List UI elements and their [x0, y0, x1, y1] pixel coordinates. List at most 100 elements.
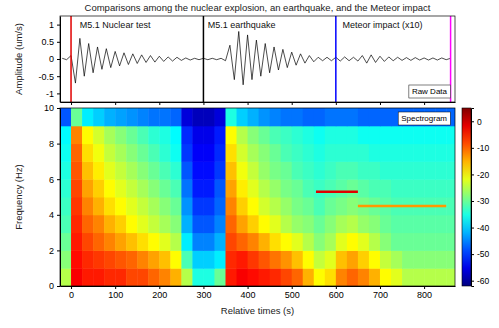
plot-area	[60, 108, 455, 286]
heatmap-cell	[380, 179, 392, 197]
x-tick-label: 800	[417, 290, 432, 300]
heatmap-cell	[203, 197, 215, 215]
heatmap-cell	[424, 268, 436, 286]
heatmap-cell	[292, 144, 304, 162]
heatmap-cell	[358, 233, 370, 251]
x-tick-mark	[336, 286, 337, 289]
heatmap-cell	[181, 179, 193, 197]
heatmap-cell	[292, 161, 304, 179]
y-tick: 0	[49, 54, 60, 64]
heatmap-cell	[325, 250, 337, 268]
y-tick-mark	[57, 286, 60, 287]
heatmap-cell	[413, 126, 425, 144]
heatmap-cell	[192, 144, 204, 162]
event-line	[203, 16, 205, 102]
heatmap-cell	[237, 233, 249, 251]
heatmap-cell	[325, 268, 337, 286]
heatmap-cell	[281, 108, 293, 126]
heatmap-cell	[303, 250, 315, 268]
heatmap-cell	[402, 161, 414, 179]
heatmap-cell	[358, 268, 370, 286]
colorbar-tick-mark	[471, 121, 474, 122]
heatmap-cell	[214, 179, 226, 197]
heatmap-cell	[93, 179, 105, 197]
heatmap-cell	[115, 126, 127, 144]
x-tick: 600	[329, 286, 344, 300]
heatmap-cell	[148, 179, 160, 197]
heatmap-cell	[159, 108, 171, 126]
heatmap-cell	[82, 233, 94, 251]
x-tick-label: 500	[285, 290, 300, 300]
heatmap-cell	[148, 233, 160, 251]
y-tick-label: 8	[49, 139, 54, 149]
heatmap-cell	[413, 250, 425, 268]
y-tick: 4	[49, 210, 60, 220]
x-tick	[424, 102, 425, 105]
heatmap-cell	[369, 144, 381, 162]
event-line	[335, 16, 337, 102]
colorbar	[462, 108, 471, 286]
heatmap-cell	[126, 126, 138, 144]
heatmap-cell	[402, 233, 414, 251]
heatmap-cell	[237, 268, 249, 286]
y-tick-label: 0.5	[41, 37, 54, 47]
heatmap-cell	[82, 126, 94, 144]
heatmap-cell	[358, 215, 370, 233]
heatmap-cell	[303, 144, 315, 162]
heatmap-cell	[336, 250, 348, 268]
heatmap-cell	[93, 144, 105, 162]
colorbar-tick: -20	[471, 170, 490, 180]
heatmap-cell	[347, 268, 359, 286]
heatmap-cell	[369, 268, 381, 286]
x-tick-mark	[159, 286, 160, 289]
heatmap-cell	[60, 215, 72, 233]
heatmap-cell	[181, 233, 193, 251]
heatmap-cell	[402, 250, 414, 268]
x-tick	[292, 102, 293, 105]
heatmap-cell	[137, 197, 149, 215]
y-tick: 6	[49, 175, 60, 185]
heatmap-cell	[104, 197, 116, 215]
heatmap-cell	[60, 126, 72, 144]
heatmap-cell	[170, 144, 182, 162]
y-tick-mark	[57, 179, 60, 180]
y-axis-title: Amplitude (um/s)	[13, 23, 24, 95]
x-tick-label: 300	[196, 290, 211, 300]
x-tick	[115, 102, 116, 105]
heatmap-cell	[181, 161, 193, 179]
waveform	[62, 31, 450, 84]
heatmap-cell	[336, 179, 348, 197]
x-tick	[71, 102, 72, 105]
x-axis	[61, 102, 456, 105]
heatmap-cell	[281, 179, 293, 197]
heatmap-cell	[259, 161, 271, 179]
x-tick-label: 200	[152, 290, 167, 300]
heatmap-cell	[126, 233, 138, 251]
heatmap-cell	[391, 126, 403, 144]
heatmap-cell	[181, 215, 193, 233]
heatmap-cell	[214, 197, 226, 215]
heatmap-cell	[259, 197, 271, 215]
x-tick-mark	[71, 102, 72, 105]
y-tick: 10	[44, 103, 60, 113]
colorbar-axis-line	[472, 109, 475, 287]
heatmap-cell	[93, 215, 105, 233]
heatmap-cell	[391, 179, 403, 197]
heatmap-cell	[292, 215, 304, 233]
x-tick: 0	[69, 286, 74, 300]
heatmap-cell	[314, 250, 326, 268]
heatmap-cell	[115, 250, 127, 268]
colorbar-tick-mark	[471, 254, 474, 255]
x-tick: 500	[285, 286, 300, 300]
heatmap-cell	[259, 179, 271, 197]
y-axis-line	[60, 17, 61, 103]
heatmap-cell	[347, 126, 359, 144]
heatmap-cell	[325, 144, 337, 162]
x-tick	[203, 102, 204, 105]
heatmap-cell	[93, 233, 105, 251]
heatmap-cell	[203, 268, 215, 286]
heatmap-cell	[60, 197, 72, 215]
heatmap-cell	[192, 108, 204, 126]
heatmap-cell	[270, 233, 282, 251]
heatmap-cell	[424, 179, 436, 197]
